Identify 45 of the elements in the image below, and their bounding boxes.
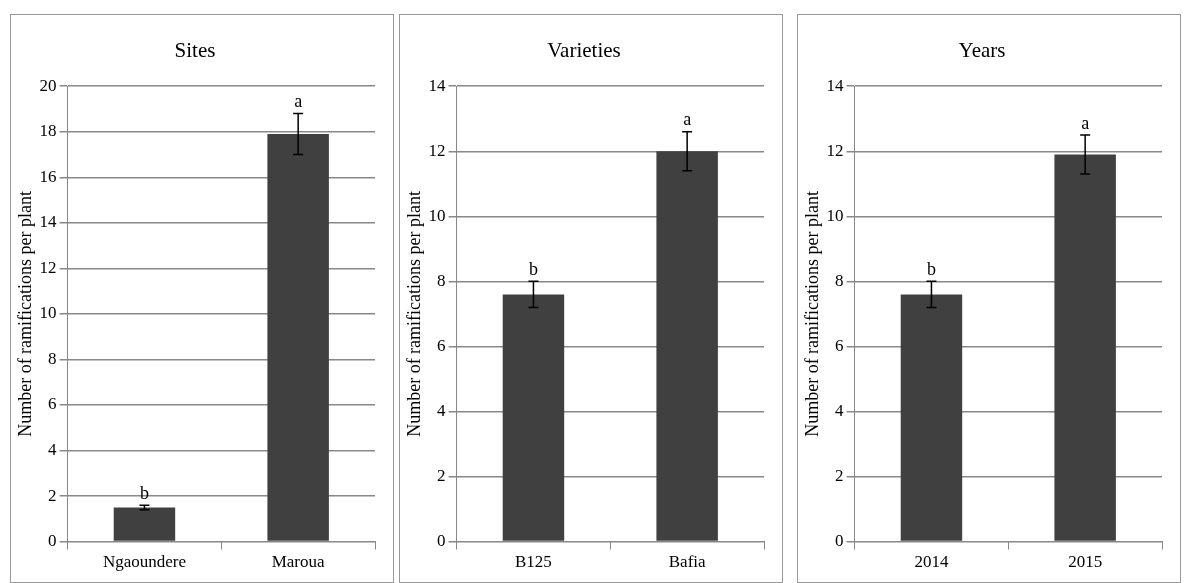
- y-tick-label: 10: [428, 205, 446, 225]
- chart-title: Varieties: [547, 38, 621, 63]
- y-tick-label: 0: [48, 531, 57, 551]
- y-tick-label: 14: [826, 75, 845, 95]
- y-tick-label: 0: [835, 531, 844, 551]
- y-tick-label: 4: [48, 439, 58, 459]
- x-tick-label: Bafia: [668, 552, 706, 572]
- x-tick-label: 2014: [914, 552, 949, 572]
- x-tick-label: Ngaoundere: [102, 552, 186, 572]
- y-tick-label: 20: [39, 75, 57, 95]
- x-tick-label: Maroua: [271, 552, 326, 572]
- y-tick-label: 18: [39, 121, 57, 141]
- x-tick-label: 2015: [1068, 552, 1103, 572]
- y-tick-label: 10: [39, 303, 57, 323]
- annotation: b: [926, 259, 936, 280]
- y-tick-label: 2: [835, 466, 844, 486]
- y-tick-label: 16: [39, 166, 57, 186]
- y-tick-label: 12: [39, 257, 57, 277]
- y-tick-label: 4: [437, 400, 447, 420]
- annotation: b: [139, 482, 149, 503]
- annotation: a: [1081, 112, 1090, 133]
- y-tick-label: 8: [437, 270, 446, 290]
- y-tick-label: 2: [48, 485, 57, 505]
- y-tick-label: 6: [437, 335, 446, 355]
- y-tick-label: 6: [835, 335, 844, 355]
- y-axis-title: Number of ramifications per plant: [14, 190, 35, 437]
- y-tick-label: 14: [39, 212, 58, 232]
- y-tick-label: 8: [48, 348, 57, 368]
- annotation: a: [683, 109, 692, 130]
- y-tick-label: 10: [826, 205, 844, 225]
- y-tick-label: 12: [826, 140, 844, 160]
- y-tick-label: 14: [428, 75, 447, 95]
- y-tick-label: 0: [437, 531, 446, 551]
- x-tick-label: B125: [515, 552, 552, 572]
- annotation: a: [294, 91, 303, 112]
- y-axis-title: Number of ramifications per plant: [801, 190, 822, 437]
- y-tick-label: 12: [428, 140, 446, 160]
- y-tick-label: 6: [48, 394, 57, 414]
- y-axis-title: Number of ramifications per plant: [403, 190, 424, 437]
- y-tick-label: 8: [835, 270, 844, 290]
- y-tick-label: 4: [835, 400, 845, 420]
- annotation: b: [528, 259, 538, 280]
- chart-title: Sites: [174, 38, 216, 63]
- chart-title: Years: [958, 38, 1006, 63]
- y-tick-label: 2: [437, 466, 446, 486]
